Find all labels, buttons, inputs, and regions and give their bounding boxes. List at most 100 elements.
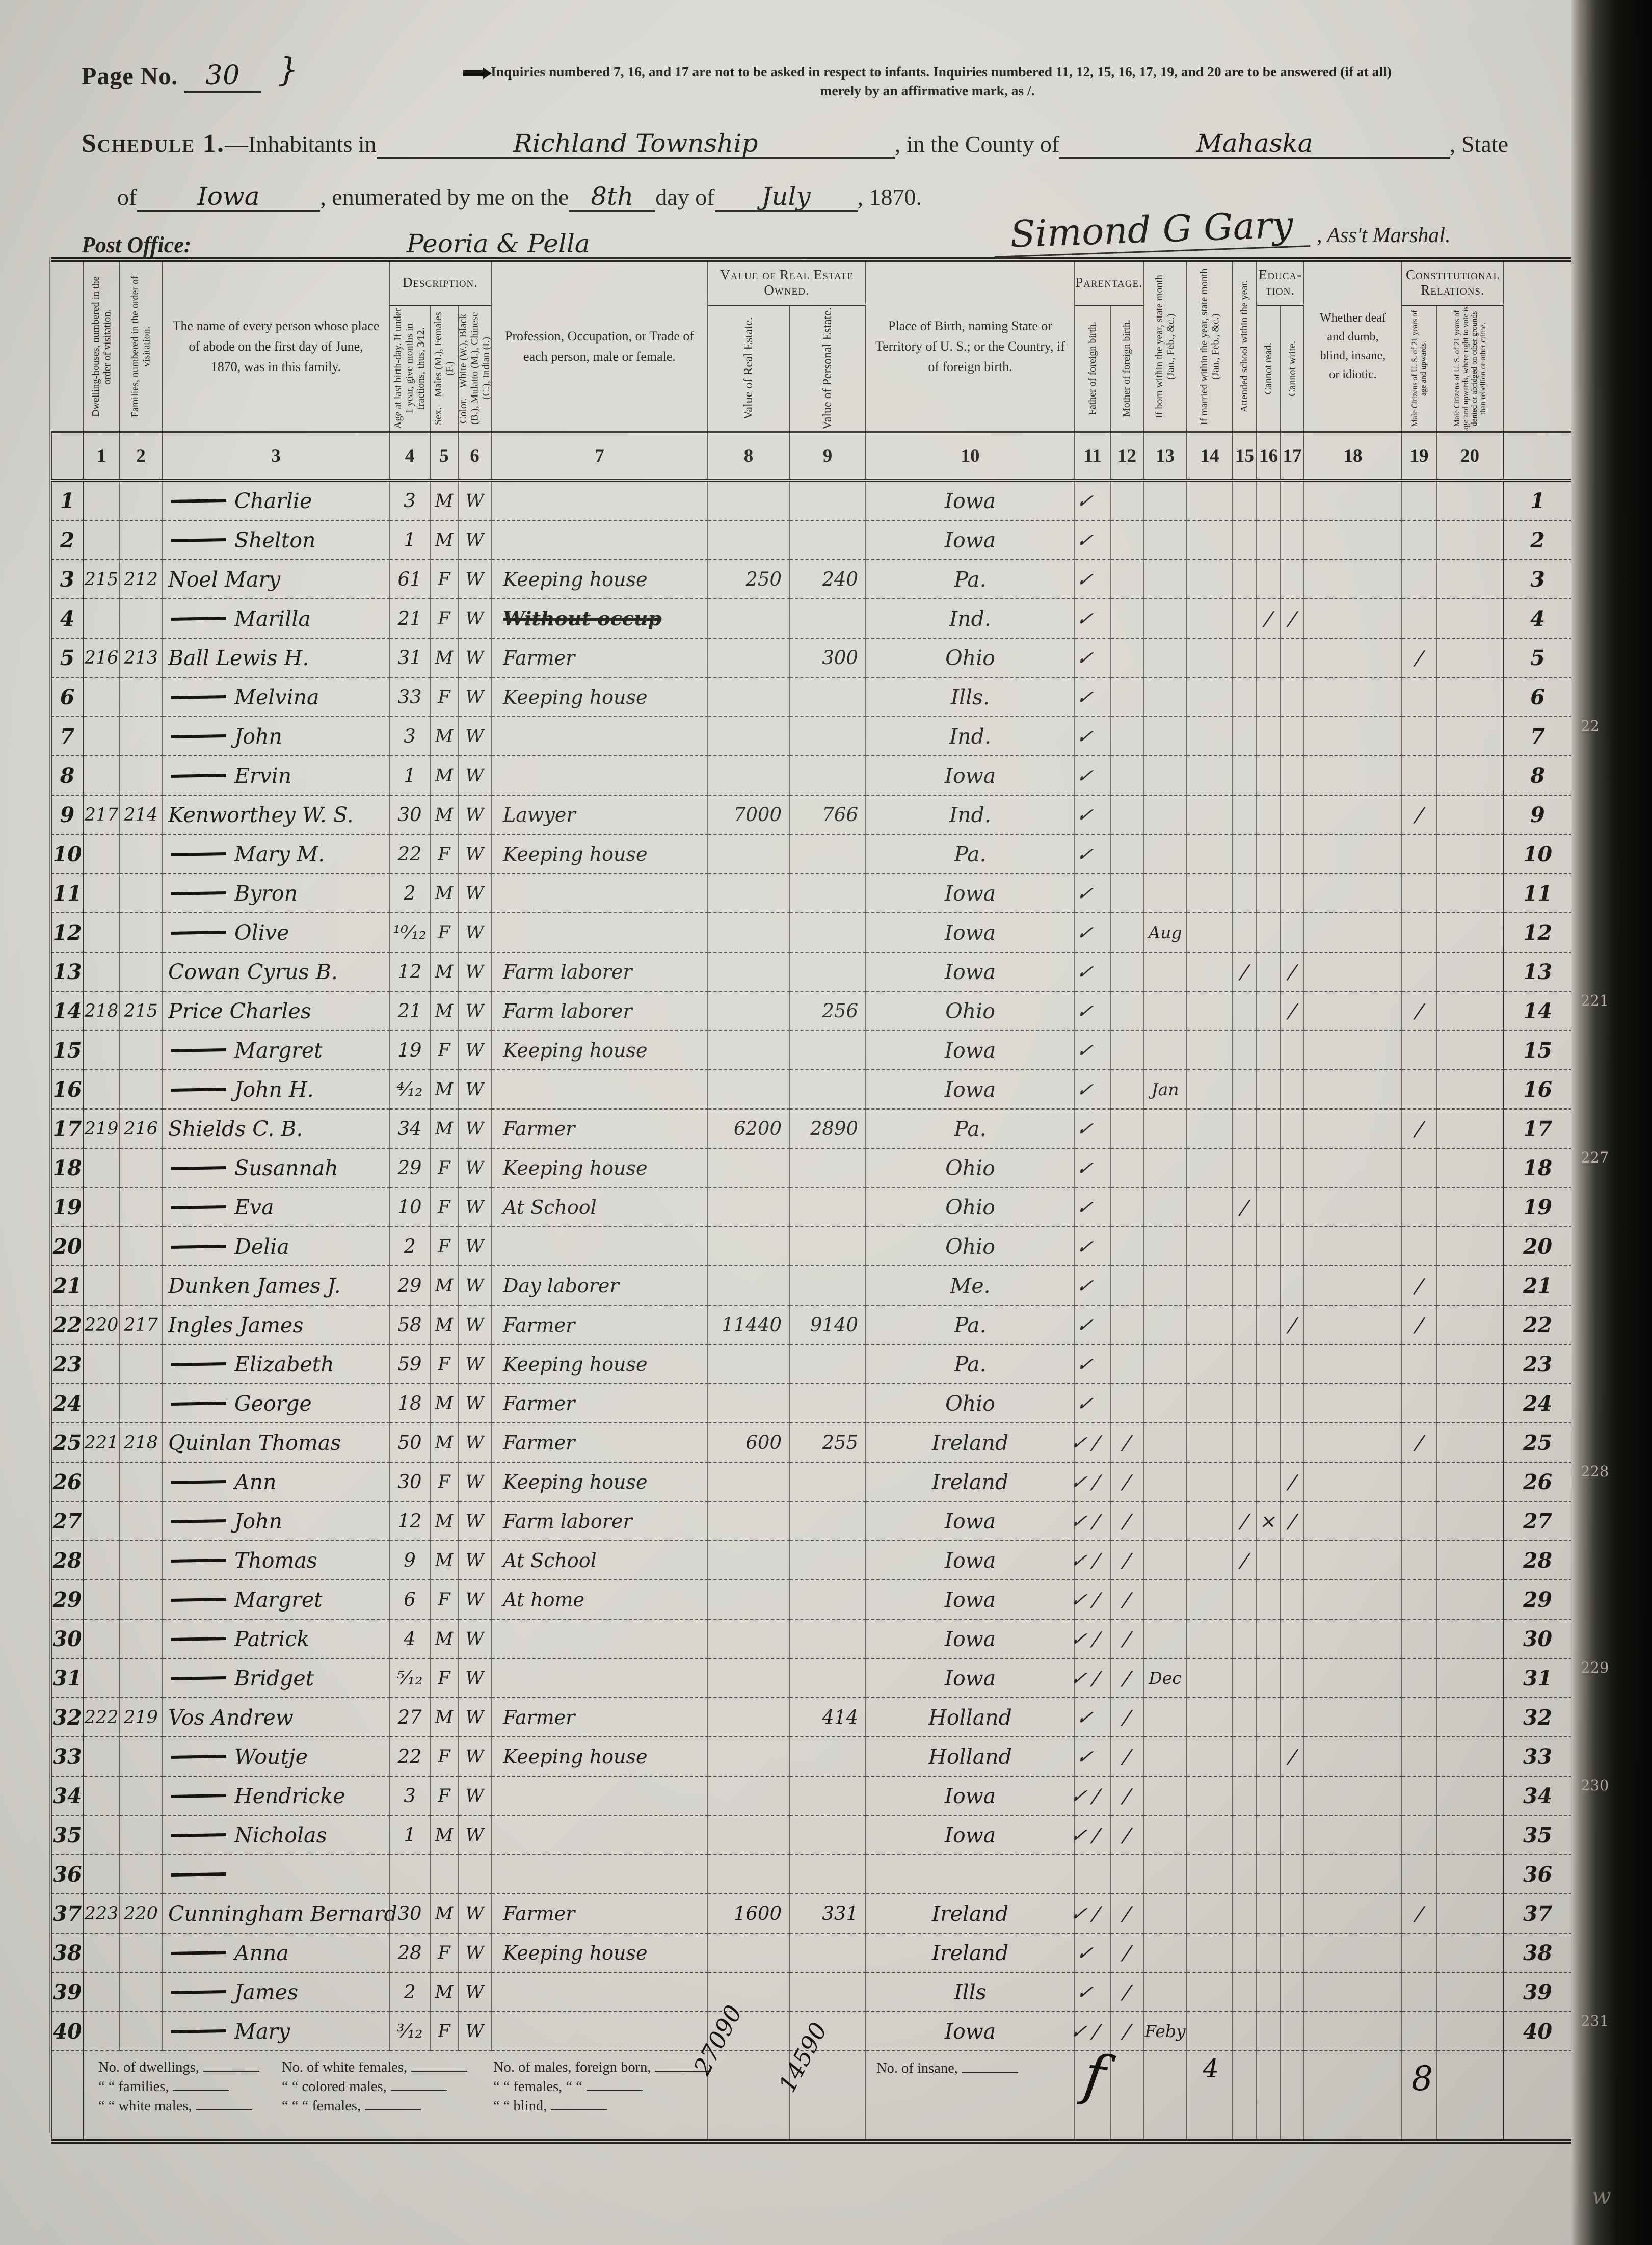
cell-dwelling-number: 217: [84, 796, 120, 835]
census-row: 13 Cowan Cyrus B. 12 M W Farm laborer Iowa ✓ / / 1…: [51, 953, 1572, 992]
cell-dwelling-number: [84, 1934, 120, 1973]
column-number: [51, 433, 84, 479]
cell-occupation: [492, 1973, 708, 2012]
cell-disability: [1304, 717, 1402, 756]
township-value: Richland Township: [513, 128, 758, 158]
group-constitutional: Constitutional Relations.: [1402, 262, 1504, 306]
cell-citizen-mark: [1402, 1816, 1437, 1855]
cell-birthplace: Holland: [866, 1737, 1075, 1777]
marshal-title: , Ass't Marshal.: [1317, 224, 1451, 247]
cell-disability: [1304, 835, 1402, 874]
header-left-margin: [51, 262, 84, 431]
cell-real-estate-value: [708, 953, 790, 992]
cell-married-month: [1187, 913, 1233, 953]
row-number-left: 33: [51, 1737, 84, 1777]
column-number: 5: [431, 433, 459, 479]
cell-personal-estate-value: [790, 1345, 866, 1384]
cell-birthplace: Ind.: [866, 599, 1075, 639]
cell-name: Ann: [163, 1463, 390, 1502]
cell-born-month: [1144, 1541, 1187, 1580]
cell-cannot-read-mark: [1257, 2012, 1281, 2051]
cell-citizen-mark: [1402, 1580, 1437, 1620]
column-number-row: 1 2 3 4 5 6 7 8 9 10 11 12 13 14 15 16 17 18 19 20: [51, 433, 1572, 482]
cell-age: 21: [390, 599, 431, 639]
cell-attended-school-mark: /: [1233, 1502, 1257, 1541]
cell-color: W: [459, 1110, 492, 1149]
cell-age: 12: [390, 1502, 431, 1541]
cell-name: Eva: [163, 1188, 390, 1227]
cell-born-month: [1144, 560, 1187, 599]
cell-birthplace: Ohio: [866, 992, 1075, 1031]
cell-cannot-read-mark: [1257, 521, 1281, 560]
cell-born-month: [1144, 1816, 1187, 1855]
cell-real-estate-value: [708, 1698, 790, 1737]
cell-name: Shelton: [163, 521, 390, 560]
footer-cell-18: [1304, 2051, 1402, 2139]
row-number-right: 21: [1504, 1266, 1572, 1306]
cell-citizen-denied-mark: [1437, 796, 1504, 835]
cell-cannot-write-mark: [1281, 1345, 1304, 1384]
cell-attended-school-mark: [1233, 1855, 1257, 1894]
cell-dwelling-number: [84, 1149, 120, 1188]
cell-disability: [1304, 639, 1402, 678]
cell-father-foreign-mark: ✓ /: [1069, 2012, 1111, 2051]
cell-disability: [1304, 599, 1402, 639]
cell-cannot-read-mark: [1257, 1620, 1281, 1659]
cell-sex: M: [431, 482, 459, 521]
cell-personal-estate-value: [790, 1070, 866, 1110]
schedule-text-4: of: [117, 184, 137, 210]
ditto-dash: [171, 1950, 227, 1955]
cell-real-estate-value: 11440: [708, 1306, 790, 1345]
cell-name: Charlie: [163, 482, 390, 521]
cell-attended-school-mark: [1233, 1934, 1257, 1973]
cell-born-month: [1144, 1855, 1187, 1894]
cell-cannot-read-mark: [1257, 482, 1281, 521]
cell-disability: [1304, 913, 1402, 953]
cell-cannot-read-mark: [1257, 953, 1281, 992]
cell-disability: [1304, 1934, 1402, 1973]
cell-personal-estate-value: [790, 835, 866, 874]
group-education: Educa- tion.: [1257, 262, 1304, 306]
ditto-dash: [171, 1087, 227, 1092]
cell-real-estate-value: [708, 1855, 790, 1894]
cell-name: Ervin: [163, 756, 390, 796]
cell-citizen-mark: /: [1402, 992, 1437, 1031]
cell-attended-school-mark: [1233, 1463, 1257, 1502]
cell-married-month: [1187, 1659, 1233, 1698]
cell-born-month: [1144, 1737, 1187, 1777]
cell-born-month: [1144, 599, 1187, 639]
cell-father-foreign-mark: ✓: [1075, 717, 1111, 756]
cell-married-month: [1187, 756, 1233, 796]
row-number-left: 21: [51, 1266, 84, 1306]
cell-real-estate-value: [708, 1659, 790, 1698]
cell-disability: [1304, 1620, 1402, 1659]
ditto-dash: [171, 1793, 227, 1798]
cell-married-month: [1187, 482, 1233, 521]
cell-cannot-write-mark: [1281, 482, 1304, 521]
cell-mother-foreign-mark: [1111, 1266, 1144, 1306]
cell-cannot-write-mark: [1281, 678, 1304, 717]
cell-cannot-read-mark: [1257, 874, 1281, 913]
cell-attended-school-mark: [1233, 913, 1257, 953]
cell-cannot-write-mark: [1281, 1973, 1304, 2012]
row-number-right: 36: [1504, 1855, 1572, 1894]
cell-sex: F: [431, 1737, 459, 1777]
cell-born-month: [1144, 953, 1187, 992]
cell-father-foreign-mark: ✓: [1075, 1227, 1111, 1266]
group-description: Description.: [390, 262, 492, 306]
ditto-dash: [171, 891, 227, 895]
cell-age: ⁵⁄₁₂: [390, 1659, 431, 1698]
cell-father-foreign-mark: ✓ /: [1069, 1463, 1111, 1502]
cell-dwelling-number: 222: [84, 1698, 120, 1737]
cell-cannot-write-mark: [1281, 1188, 1304, 1227]
footer-cell-14: [1187, 2051, 1233, 2139]
cell-disability: [1304, 992, 1402, 1031]
cell-married-month: [1187, 874, 1233, 913]
cell-citizen-denied-mark: [1437, 1227, 1504, 1266]
cell-family-number: [120, 1149, 163, 1188]
cell-citizen-denied-mark: [1437, 1659, 1504, 1698]
cell-father-foreign-mark: ✓ /: [1069, 1541, 1111, 1580]
column-number: 13: [1144, 433, 1187, 479]
cell-family-number: [120, 1541, 163, 1580]
cell-name: Mary M.: [163, 835, 390, 874]
